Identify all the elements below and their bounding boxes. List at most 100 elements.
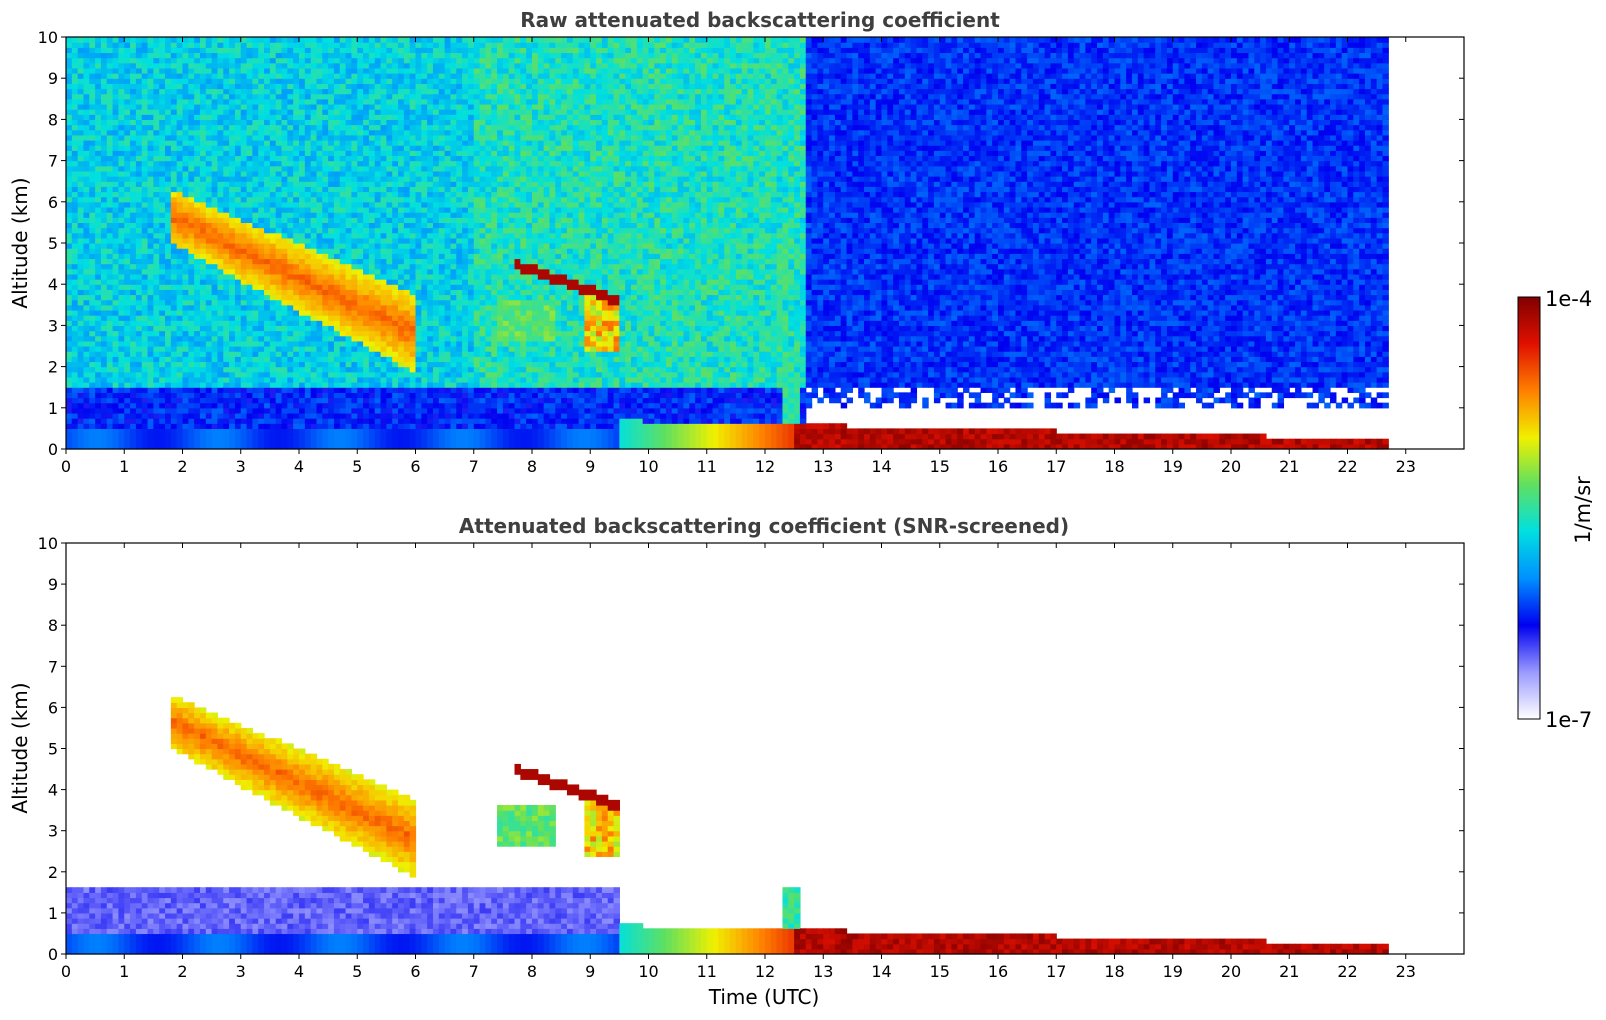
heatmap-cell [95,170,102,177]
heatmap-cell [124,98,131,105]
heatmap-cell [275,397,283,404]
heatmap-cell [147,57,154,64]
heatmap-cell [421,222,428,229]
heatmap-cell [333,150,341,157]
heatmap-cell [345,320,353,326]
heatmap-cell [130,418,137,424]
heatmap-cell [229,330,236,337]
heatmap-cell [223,150,230,157]
heatmap-cell [398,268,405,275]
heatmap-cell [234,268,242,275]
heatmap-cell [368,284,376,290]
heatmap-cell [421,273,428,280]
heatmap-cell [316,397,323,404]
heatmap-cell [159,284,166,290]
heatmap-cell [199,309,207,316]
heatmap-cell [147,433,154,440]
heatmap-cell [287,438,294,445]
heatmap-cell [106,62,114,69]
heatmap-cell [211,309,219,316]
heatmap-cell [118,119,125,126]
heatmap-cell [240,248,248,254]
heatmap-cell [345,227,353,234]
heatmap-cell [421,428,428,435]
heatmap-cell [392,201,399,208]
heatmap-cell [106,222,114,229]
heatmap-cell [141,181,149,187]
heatmap-cell [77,309,85,316]
heatmap-cell [170,418,178,424]
heatmap-cell [363,304,370,311]
heatmap-cell [374,325,382,332]
heatmap-cell [240,438,248,445]
heatmap-cell [182,315,189,321]
heatmap-cell [211,376,219,383]
heatmap-cell [112,356,120,363]
heatmap-cell [124,315,131,321]
heatmap-cell [374,284,382,290]
heatmap-cell [258,315,265,321]
heatmap-cell [333,134,341,141]
heatmap-cell [264,150,271,157]
heatmap-cell [403,407,411,414]
heatmap-cell [386,366,393,373]
heatmap-cell [130,134,137,141]
heatmap-cell [316,392,323,399]
heatmap-cell [188,387,195,393]
heatmap-cell [153,186,160,193]
heatmap-cell [77,93,85,100]
heatmap-cell [281,315,288,321]
heatmap-cell [345,181,353,187]
heatmap-cell [118,73,125,79]
heatmap-cell [124,258,131,265]
heatmap-cell [252,284,259,290]
heatmap-cell [252,222,259,229]
heatmap-cell [217,438,224,445]
heatmap-cell [246,129,253,136]
heatmap-cell [165,299,172,306]
heatmap-cell [415,397,422,404]
heatmap-cell [71,124,79,131]
heatmap-cell [363,335,370,342]
heatmap-cell [217,433,224,440]
heatmap-cell [159,253,166,260]
heatmap-cell [299,165,306,172]
heatmap-cell [293,443,300,450]
heatmap-cell [83,98,90,105]
heatmap-cell [194,78,201,84]
heatmap-cell [299,114,306,120]
heatmap-cell [135,402,143,409]
heatmap-cell [246,62,253,69]
heatmap-cell [141,124,149,131]
heatmap-cell [363,93,370,100]
heatmap-cell [234,366,242,373]
heatmap-cell [386,248,393,254]
heatmap-cell [83,201,90,208]
heatmap-cell [287,361,294,368]
heatmap-cell [77,382,85,388]
heatmap-cell [392,176,399,182]
heatmap-cell [345,356,353,363]
heatmap-cell [165,181,172,187]
heatmap-cell [287,212,294,218]
heatmap-cell [182,176,189,182]
heatmap-cell [89,170,96,177]
heatmap-cell [159,418,166,424]
heatmap-cell [199,196,207,203]
heatmap-cell [333,258,341,265]
heatmap-cell [392,273,399,280]
heatmap-cell [217,418,224,424]
heatmap-cell [403,150,411,157]
heatmap-cell [100,335,108,342]
heatmap-cell [392,103,399,110]
heatmap-cell [141,196,149,203]
heatmap-cell [304,42,312,48]
heatmap-cell [333,129,341,136]
heatmap-cell [182,206,189,213]
heatmap-cell [269,83,277,90]
heatmap-cell [421,263,428,270]
heatmap-cell [264,232,271,239]
heatmap-cell [281,191,288,198]
heatmap-cell [310,217,318,223]
heatmap-cell [304,289,312,296]
